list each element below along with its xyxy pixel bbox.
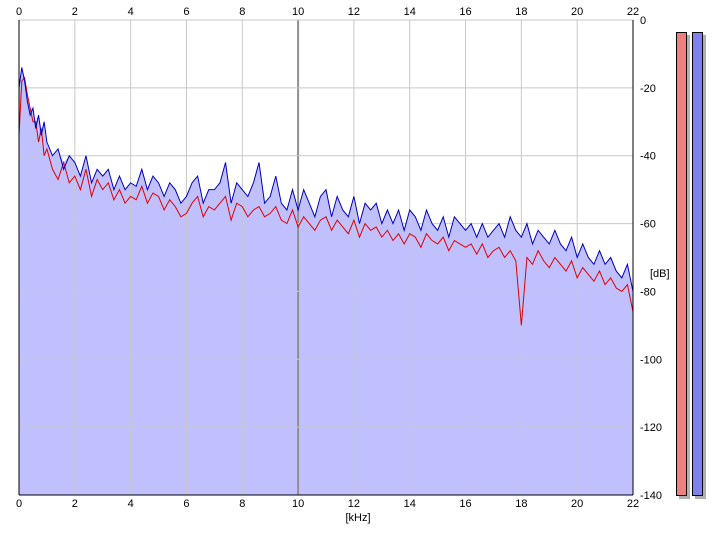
tick-layer: 002244668810101212141416161818202022220-…: [16, 6, 662, 510]
x-tick-label-top: 6: [183, 6, 189, 18]
x-tick-label-top: 16: [459, 6, 471, 18]
x-tick-label-bottom: 6: [183, 498, 189, 510]
x-tick-label-bottom: 16: [459, 498, 471, 510]
x-tick-label-bottom: 0: [16, 498, 22, 510]
y-tick-label: -60: [640, 219, 656, 231]
x-tick-label-top: 12: [348, 6, 360, 18]
frame-layer: [18, 20, 634, 496]
x-tick-label-top: 8: [239, 6, 245, 18]
x-tick-label-top: 0: [16, 6, 22, 18]
grid-layer: [18, 19, 634, 496]
y-tick-label: 0: [640, 15, 646, 27]
y-tick-label: -40: [640, 151, 656, 163]
x-tick-label-top: 10: [292, 6, 304, 18]
x-tick-label-bottom: 2: [72, 498, 78, 510]
line-layer: [18, 67, 634, 326]
x-axis-label: [kHz]: [345, 512, 370, 524]
x-tick-label-bottom: 22: [627, 498, 639, 510]
y-tick-label: -100: [640, 354, 662, 366]
x-tick-label-bottom: 10: [292, 498, 304, 510]
spectrum-fill-area: [19, 67, 633, 495]
area-layer: [19, 67, 633, 495]
left-level-meter: [676, 31, 687, 496]
y-tick-label: -20: [640, 83, 656, 95]
x-tick-label-bottom: 20: [571, 498, 583, 510]
left-channel-line: [18, 76, 634, 326]
y-axis-label: [dB]: [650, 268, 670, 280]
right-level-meter: [692, 31, 703, 496]
x-tick-label-bottom: 12: [348, 498, 360, 510]
x-tick-label-top: 22: [627, 6, 639, 18]
x-tick-label-top: 2: [72, 6, 78, 18]
x-tick-label-top: 18: [515, 6, 527, 18]
x-tick-label-top: 4: [128, 6, 134, 18]
x-tick-label-bottom: 8: [239, 498, 245, 510]
x-tick-label-bottom: 14: [404, 498, 416, 510]
x-tick-label-bottom: 18: [515, 498, 527, 510]
y-tick-label: -140: [640, 490, 662, 502]
x-tick-label-top: 20: [571, 6, 583, 18]
x-tick-label-top: 14: [404, 6, 416, 18]
right-channel-line: [18, 67, 634, 292]
y-tick-label: -120: [640, 422, 662, 434]
x-tick-label-bottom: 4: [128, 498, 134, 510]
y-tick-label: -80: [640, 286, 656, 298]
